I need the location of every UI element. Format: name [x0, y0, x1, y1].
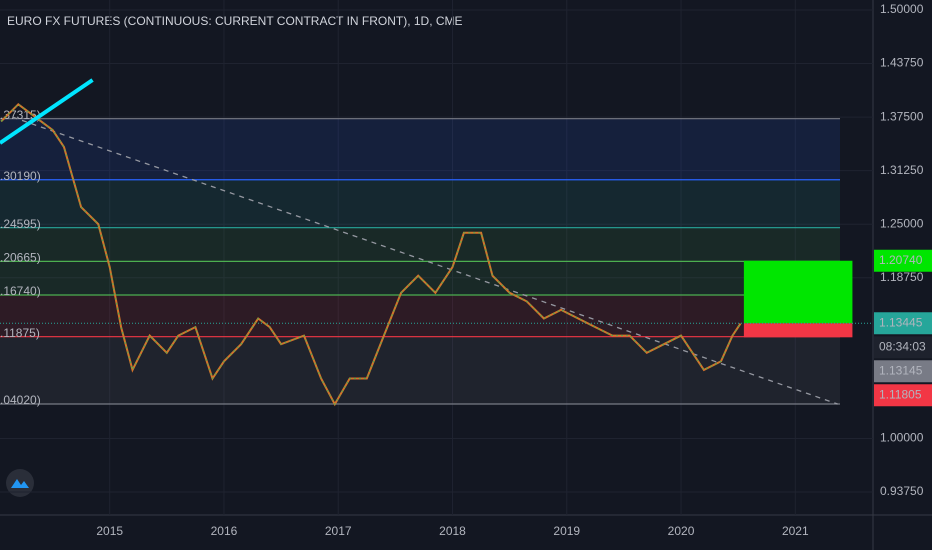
- fib-label: .30190): [0, 169, 41, 183]
- x-tick-label: 2017: [325, 524, 352, 538]
- price-badge: [874, 360, 932, 383]
- y-tick-label: 1.50000: [880, 2, 924, 16]
- drawn-line: [0, 78, 94, 145]
- x-tick-label: 2019: [553, 524, 580, 538]
- fib-zone: [0, 118, 840, 180]
- y-tick-label: 1.31250: [880, 163, 924, 177]
- fib-zone: [0, 295, 840, 337]
- price-badge-label: 08:34:03: [879, 339, 926, 353]
- fib-label: .04020): [0, 393, 41, 407]
- fib-label: .24595): [0, 217, 41, 231]
- x-tick-label: 2020: [668, 524, 695, 538]
- y-tick-label: 1.18750: [880, 270, 924, 284]
- price-badge: [874, 336, 932, 359]
- price-line: [0, 102, 742, 407]
- price-badge-label: 1.20740: [879, 253, 923, 267]
- stop-zone: [743, 323, 853, 338]
- fib-label: .16740): [0, 284, 41, 298]
- chart-title: EURO FX FUTURES (CONTINUOUS: CURRENT CON…: [7, 14, 463, 28]
- price-badge: [874, 384, 932, 407]
- fib-zone: [0, 227, 840, 262]
- y-tick-label: 1.00000: [880, 431, 924, 445]
- fib-zone: [0, 336, 840, 405]
- x-tick-label: 2015: [96, 524, 123, 538]
- price-badge-label: 1.13145: [879, 363, 923, 377]
- y-tick-label: 0.93750: [880, 484, 924, 498]
- fib-zone: [0, 179, 840, 228]
- price-badge: [874, 312, 932, 335]
- x-tick-label: 2021: [782, 524, 809, 538]
- fib-label: .20665): [0, 251, 41, 265]
- price-badge: [874, 249, 932, 272]
- price-badge-label: 1.11805: [879, 387, 922, 401]
- x-tick-label: 2018: [439, 524, 466, 538]
- fib-label: .11875): [0, 326, 40, 340]
- y-tick-label: 1.25000: [880, 216, 924, 230]
- y-tick-label: 1.37500: [880, 109, 924, 123]
- price-badge-label: 1.13445: [879, 315, 923, 329]
- logo[interactable]: [6, 469, 34, 497]
- y-tick-label: 1.43750: [880, 56, 924, 70]
- target-zone: [743, 260, 853, 324]
- x-tick-label: 2016: [211, 524, 238, 538]
